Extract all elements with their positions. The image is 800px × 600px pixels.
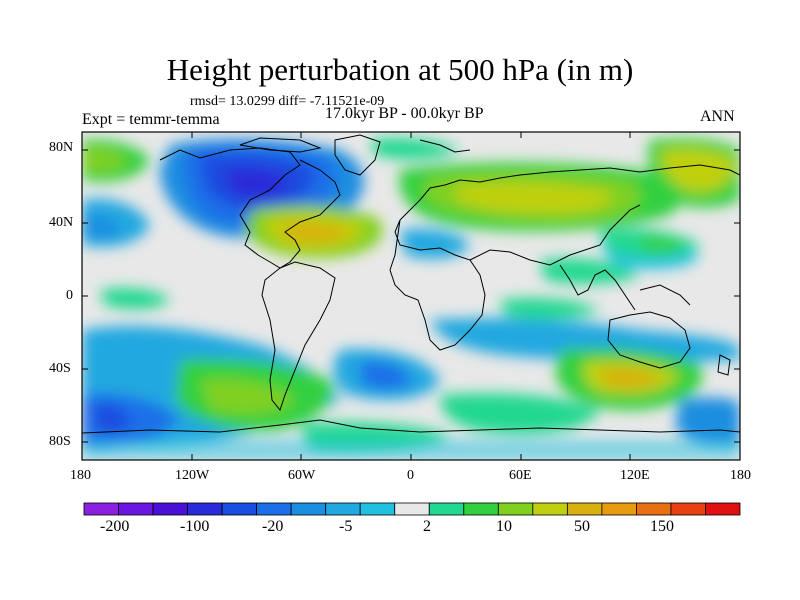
lat-tick-label: 0 bbox=[66, 288, 73, 303]
colorbar-label: 2 bbox=[423, 518, 431, 535]
colorbar-box bbox=[394, 502, 430, 516]
colorbar-box bbox=[705, 502, 741, 516]
colorbar-box bbox=[670, 502, 706, 516]
colorbar-box bbox=[83, 502, 119, 516]
lon-tick-label: 60E bbox=[509, 468, 532, 483]
filled-contours bbox=[82, 132, 740, 460]
colorbar-label: -5 bbox=[339, 518, 353, 535]
chart-title: Height perturbation at 500 hPa (in m) bbox=[166, 52, 634, 87]
colorbar-box bbox=[497, 502, 534, 516]
experiment-label: Expt = temmr-temma bbox=[82, 111, 220, 128]
colorbar-label: 150 bbox=[650, 518, 674, 535]
colorbar-box bbox=[221, 502, 258, 516]
lon-tick-label: 180 bbox=[730, 468, 751, 483]
colorbar-box bbox=[325, 502, 361, 516]
coastlines bbox=[82, 134, 740, 434]
colorbar-box bbox=[428, 502, 465, 516]
colorbar-label: -20 bbox=[262, 518, 284, 535]
lon-tick-label: 60W bbox=[288, 468, 316, 483]
colorbar-label: 50 bbox=[574, 518, 590, 535]
colorbar-box bbox=[463, 502, 499, 516]
colorbar-box bbox=[290, 502, 327, 516]
colorbar-box bbox=[359, 502, 396, 516]
lat-tick-label: 40N bbox=[49, 215, 74, 230]
lon-tick-label: 120W bbox=[175, 468, 210, 483]
lon-tick-label: 120E bbox=[620, 468, 650, 483]
stats-line: rmsd= 13.0299 diff= -7.11521e-09 bbox=[190, 94, 385, 109]
lon-tick-label: 0 bbox=[407, 468, 414, 483]
colorbar-box bbox=[187, 502, 223, 516]
lat-tick-label: 80N bbox=[49, 140, 74, 155]
season-label: ANN bbox=[700, 108, 735, 125]
colorbar-box bbox=[118, 502, 154, 516]
colorbar-box bbox=[601, 502, 637, 516]
colorbar-label: -100 bbox=[180, 518, 210, 535]
lon-tick-label: 180 bbox=[70, 468, 91, 483]
period-line: 17.0kyr BP - 00.0kyr BP bbox=[325, 105, 484, 122]
colorbar-box bbox=[636, 502, 672, 516]
lat-tick-label: 80S bbox=[49, 434, 71, 449]
colorbar-box bbox=[152, 502, 188, 516]
colorbar-box bbox=[566, 502, 603, 516]
axis-ticks bbox=[81, 132, 741, 460]
lat-tick-label: 40S bbox=[49, 361, 71, 376]
colorbar-box bbox=[256, 502, 292, 516]
colorbar-label: 10 bbox=[496, 518, 512, 535]
colorbar-label: -200 bbox=[100, 518, 130, 535]
colorbar-box bbox=[532, 502, 568, 516]
